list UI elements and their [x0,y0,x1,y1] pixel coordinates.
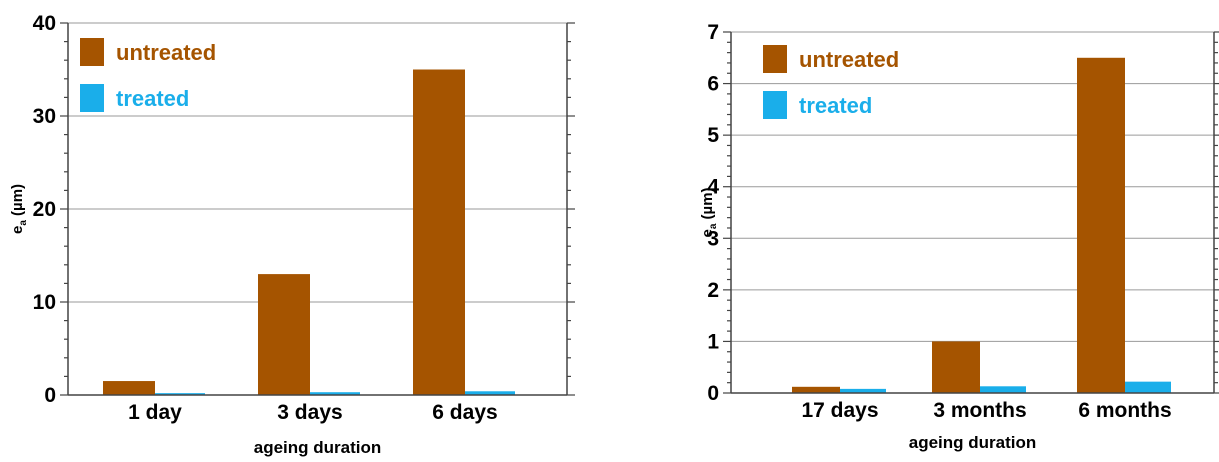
legend-swatch-untreated [80,38,104,66]
y-tick-label: 30 [33,105,56,128]
y-tick-label: 5 [707,124,719,147]
x-tick-label: 17 days [801,399,878,422]
bar-untreated [1077,57,1125,394]
bar-treated [465,391,515,395]
y-tick-label: 2 [707,279,719,302]
bar-untreated [413,69,465,395]
legend-label-untreated: untreated [799,47,899,72]
bar-treated [1125,381,1171,393]
x-tick-label: 1 day [128,401,182,424]
chart-1: 0 10 20 30 40 1 day 3 days 6 days ageing duratio… [9,12,575,457]
legend-swatch-treated [763,91,787,119]
y-tick-label: 0 [44,384,56,407]
x-axis-title: ageing duration [909,433,1037,452]
x-tick-label: 3 days [277,401,342,424]
bar-treated [980,386,1026,393]
legend-label-untreated: untreated [116,40,216,65]
y-axis-title: ea (µm) [9,184,29,234]
y-tick-label: 3 [707,227,719,250]
bar-treated [840,388,886,393]
x-tick-label: 6 days [432,401,497,424]
bar-treated [155,393,205,395]
x-axis-title: ageing duration [254,438,382,457]
legend-label-treated: treated [116,86,189,111]
legend-swatch-untreated [763,45,787,73]
y-tick-label: 7 [707,21,719,44]
y-tick-label: 20 [33,198,56,221]
bar-untreated [932,341,980,393]
y-axis-title: ea (µm) [699,187,719,237]
chart-2: 0 1 2 3 4 5 6 7 17 days 3 months 6 months ageing du… [699,21,1219,452]
legend-label-treated: treated [799,93,872,118]
bar-untreated [103,381,155,395]
bar-untreated [792,386,840,393]
x-tick-label: 6 months [1078,399,1171,422]
y-tick-label: 0 [707,382,719,405]
y-tick-label: 40 [33,12,56,35]
y-tick-label: 4 [707,176,719,199]
y-tick-label: 6 [707,73,719,96]
x-tick-label: 3 months [933,399,1026,422]
y-tick-label: 1 [707,330,719,353]
bar-untreated [258,274,310,395]
legend-swatch-treated [80,84,104,112]
y-tick-label: 10 [33,291,56,314]
bar-treated [310,392,360,395]
